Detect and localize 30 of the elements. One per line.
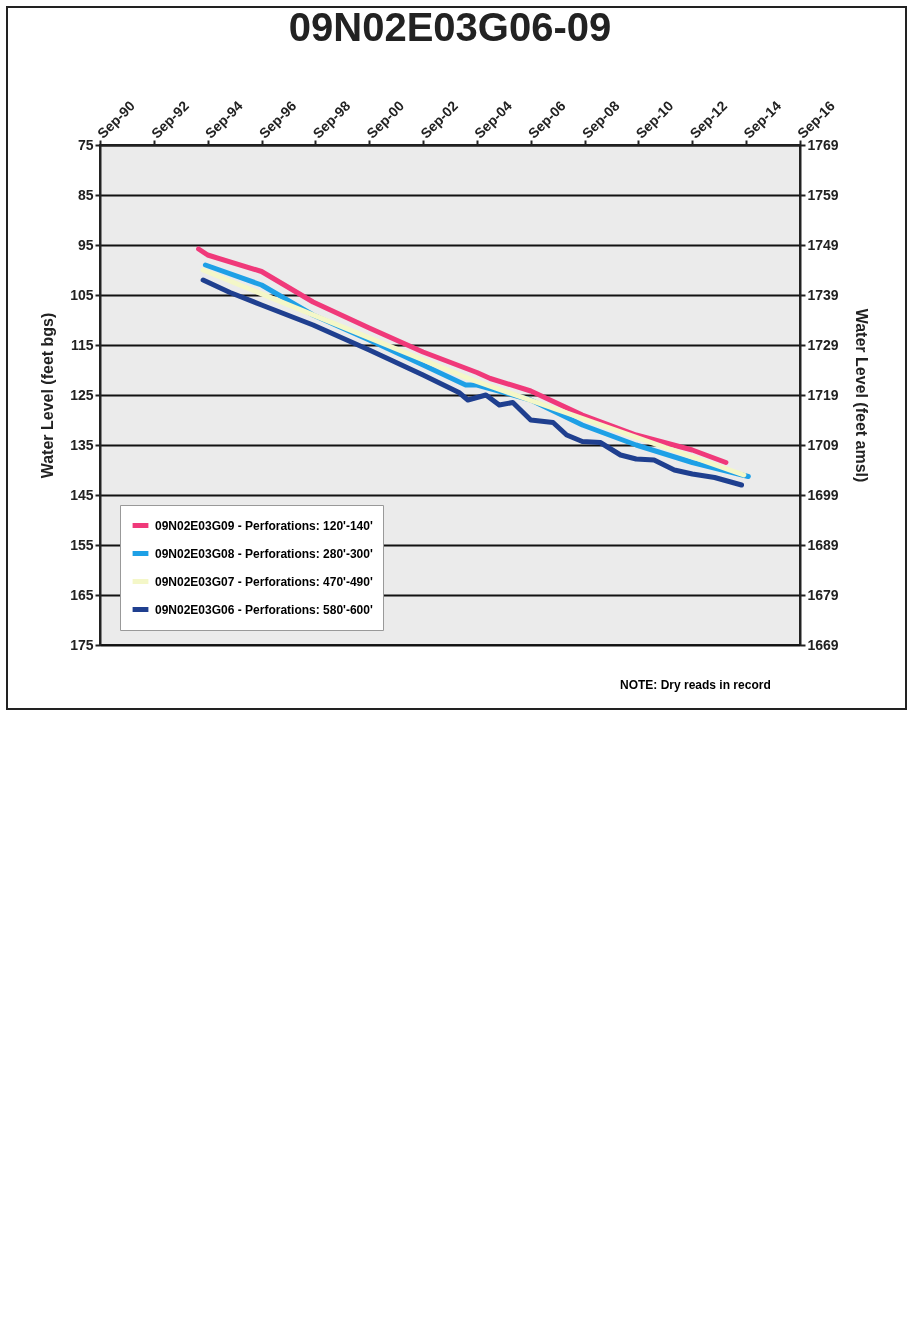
y2-tick-label: 1669 [807, 636, 839, 653]
y-axis-title: Water Level (feet bgs) [39, 312, 57, 479]
y-tick-label: 75 [77, 136, 94, 153]
y-tick-label: 165 [70, 586, 94, 603]
y-tick-label: 155 [70, 536, 94, 553]
y-tick-label: 85 [77, 186, 94, 203]
y-tick-label: 95 [77, 236, 94, 253]
legend-label: 09N02E03G08 - Perforations: 280'-300' [155, 546, 373, 561]
y2-tick-label: 1719 [807, 386, 839, 403]
y2-tick-label: 1679 [807, 586, 839, 603]
y-tick-label: 145 [70, 486, 94, 503]
legend-label: 09N02E03G06 - Perforations: 580'-600' [155, 602, 373, 617]
y-tick-label: 105 [70, 286, 94, 303]
legend-label: 09N02E03G07 - Perforations: 470'-490' [155, 574, 373, 589]
y2-axis-title: Water Level (feet amsl) [852, 308, 870, 483]
y2-tick-label: 1769 [807, 136, 839, 153]
y2-tick-label: 1759 [807, 186, 839, 203]
y2-tick-label: 1739 [807, 286, 839, 303]
y-tick-label: 115 [70, 336, 94, 353]
legend-label: 09N02E03G09 - Perforations: 120'-140' [155, 518, 373, 533]
y2-tick-label: 1709 [807, 436, 839, 453]
y-tick-label: 135 [70, 436, 94, 453]
y2-tick-label: 1699 [807, 486, 839, 503]
y2-tick-label: 1749 [807, 236, 839, 253]
text: NOTE: Dry reads in record [620, 678, 771, 692]
y2-tick-label: 1729 [807, 336, 839, 353]
y-tick-label: 125 [70, 386, 94, 403]
y-tick-label: 175 [70, 636, 94, 653]
y2-tick-label: 1689 [807, 536, 839, 553]
chart-title: 09N02E03G06-09 [288, 4, 612, 49]
